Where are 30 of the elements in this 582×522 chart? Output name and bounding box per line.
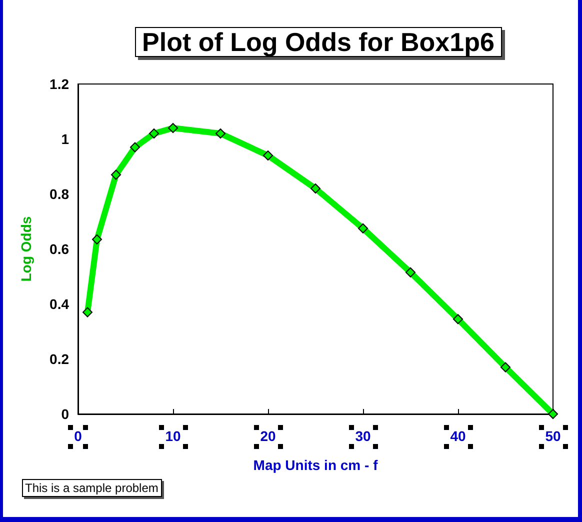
x-tick-label: 30 <box>355 428 371 444</box>
y-axis-title: Log Odds <box>18 216 34 282</box>
point <box>130 142 140 152</box>
text: This is a sample problem <box>25 481 158 495</box>
point <box>111 170 121 180</box>
point <box>216 128 226 138</box>
x-tick-label: 40 <box>450 428 466 444</box>
point <box>92 234 102 244</box>
y-tick-label: 0.8 <box>50 186 70 202</box>
point <box>263 150 273 160</box>
point <box>82 307 92 318</box>
x-axis-title: Map Units in cm - f <box>253 457 378 473</box>
y-tick-label: 1 <box>61 131 70 147</box>
x-tick-label: 10 <box>165 428 181 444</box>
point <box>406 267 416 278</box>
point <box>453 314 463 324</box>
y-tick-label: 0.6 <box>50 241 70 257</box>
point <box>168 123 178 133</box>
y-tick-label: 0.4 <box>50 296 70 312</box>
chart-title: Plot of Log Odds for Box1p6 <box>142 27 494 57</box>
point <box>500 362 510 372</box>
x-tick-label: 0 <box>74 428 82 444</box>
x-tick-label: 20 <box>260 428 276 444</box>
x-tick-label: 50 <box>545 428 561 444</box>
point <box>149 128 159 138</box>
point <box>358 223 368 234</box>
y-tick-label: 0 <box>61 406 70 422</box>
y-tick-label: 1.2 <box>50 76 70 92</box>
y-tick-label: 0.2 <box>50 351 70 367</box>
point <box>310 184 320 194</box>
